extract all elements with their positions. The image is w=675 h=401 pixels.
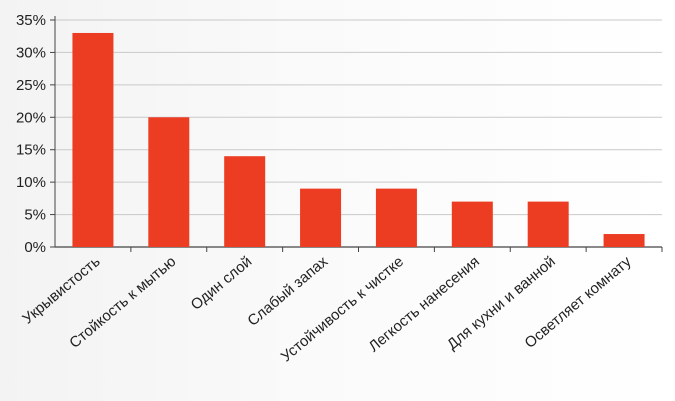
bar bbox=[300, 188, 342, 247]
y-tick-label: 30% bbox=[16, 44, 46, 61]
y-tick-label: 0% bbox=[24, 239, 46, 256]
y-tick-label: 15% bbox=[16, 142, 46, 159]
y-tick-label: 5% bbox=[24, 207, 46, 224]
x-tick-label: Укрывистость bbox=[19, 253, 103, 328]
y-tick-label: 35% bbox=[16, 12, 46, 29]
bar bbox=[72, 32, 114, 247]
x-tick-label: Устойчивость к чистке bbox=[278, 253, 407, 365]
y-tick-label: 10% bbox=[16, 174, 46, 191]
x-tick-label: Один слой bbox=[188, 253, 256, 314]
bar bbox=[451, 201, 493, 247]
bar bbox=[527, 201, 569, 247]
y-tick-label: 25% bbox=[16, 77, 46, 94]
bar bbox=[375, 188, 417, 247]
y-tick-label: 20% bbox=[16, 109, 46, 126]
bar bbox=[224, 156, 266, 247]
bar bbox=[603, 234, 645, 247]
bar bbox=[148, 117, 190, 248]
